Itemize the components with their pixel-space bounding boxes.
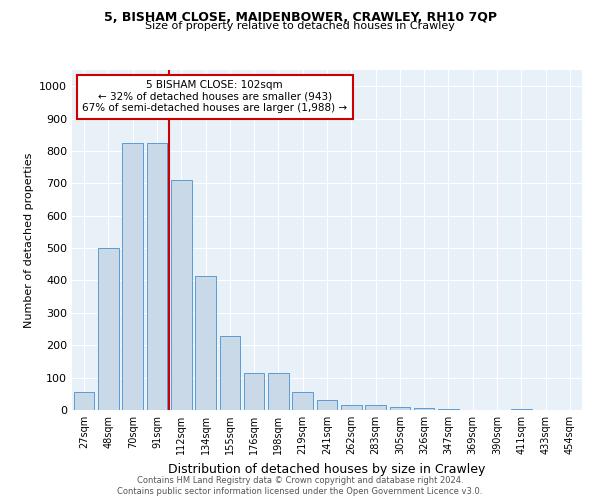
Bar [365, 405, 386, 410]
Bar [220, 336, 240, 410]
Bar [195, 276, 216, 410]
Bar [438, 409, 459, 410]
Bar [511, 409, 532, 410]
Text: 5, BISHAM CLOSE, MAIDENBOWER, CRAWLEY, RH10 7QP: 5, BISHAM CLOSE, MAIDENBOWER, CRAWLEY, R… [104, 11, 497, 24]
Text: 5 BISHAM CLOSE: 102sqm
← 32% of detached houses are smaller (943)
67% of semi-de: 5 BISHAM CLOSE: 102sqm ← 32% of detached… [82, 80, 347, 114]
Bar [317, 400, 337, 410]
Text: Size of property relative to detached houses in Crawley: Size of property relative to detached ho… [145, 21, 455, 31]
Bar [98, 248, 119, 410]
Bar [244, 373, 265, 410]
Y-axis label: Number of detached properties: Number of detached properties [23, 152, 34, 328]
Bar [122, 143, 143, 410]
Bar [74, 392, 94, 410]
Bar [146, 143, 167, 410]
Text: Contains HM Land Registry data © Crown copyright and database right 2024.: Contains HM Land Registry data © Crown c… [137, 476, 463, 485]
Bar [268, 373, 289, 410]
Bar [292, 392, 313, 410]
Bar [171, 180, 191, 410]
Bar [341, 405, 362, 410]
Bar [389, 407, 410, 410]
Bar [414, 408, 434, 410]
Text: Contains public sector information licensed under the Open Government Licence v3: Contains public sector information licen… [118, 487, 482, 496]
X-axis label: Distribution of detached houses by size in Crawley: Distribution of detached houses by size … [169, 462, 485, 475]
